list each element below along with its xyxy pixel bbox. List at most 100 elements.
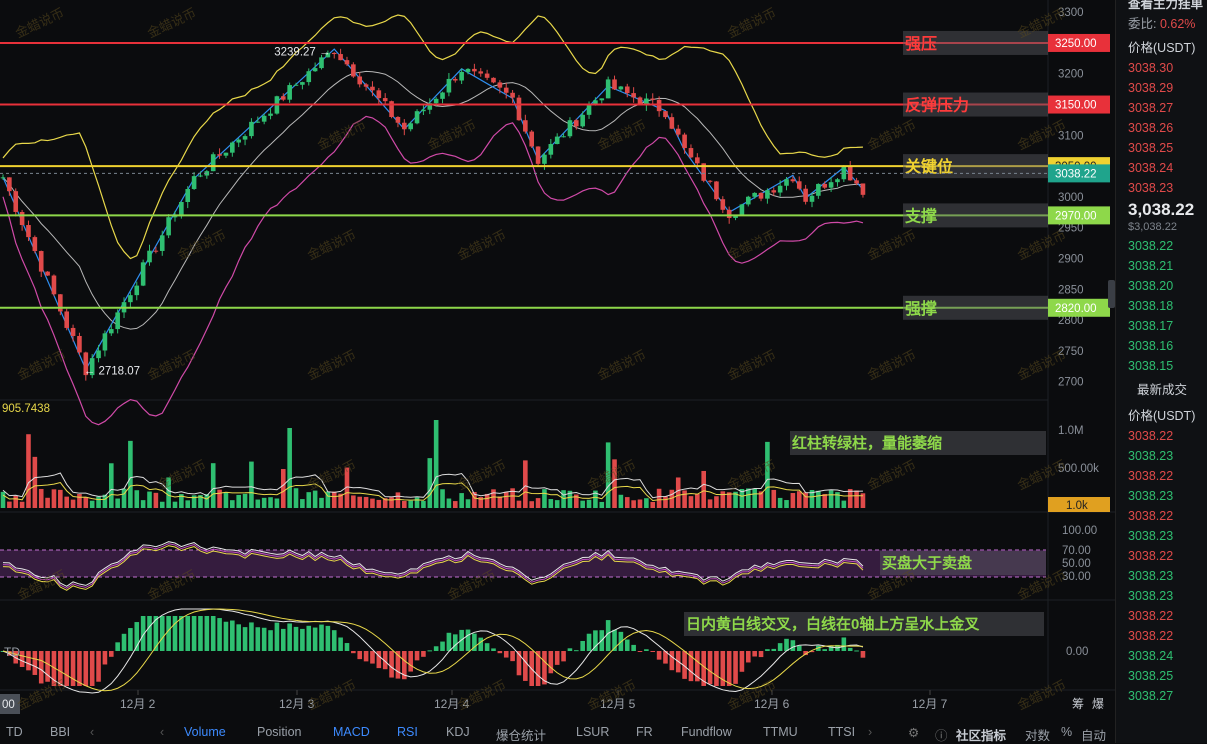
candle-body [427, 103, 433, 110]
volume-bar [325, 491, 331, 508]
volume-bar [688, 496, 694, 508]
candle-body [567, 120, 573, 137]
candle-body [153, 250, 159, 252]
chevron-right-icon[interactable]: › [868, 725, 873, 739]
candle-body [382, 98, 388, 102]
volume-bar [7, 501, 12, 508]
toolbar-item-position[interactable]: Position [257, 725, 302, 739]
candle-body [688, 148, 694, 158]
volume-bar [249, 461, 254, 508]
side-scroll-handle [1108, 280, 1115, 308]
candle-body [618, 86, 624, 90]
price-tick-label: 2700 [1058, 377, 1084, 389]
watermark-text: 金蜡说币 [455, 677, 508, 713]
macd-bar [695, 651, 700, 682]
macd-bar [344, 643, 350, 651]
toolbar-item-macd[interactable]: MACD [333, 725, 370, 739]
time-label: 12月 3 [279, 697, 315, 711]
watermark-text: 金蜡说币 [305, 227, 358, 263]
macd-bar [70, 651, 76, 686]
toolbar-item-kdj[interactable]: KDJ [446, 725, 470, 739]
watermark-text: 金蜡说币 [725, 347, 778, 383]
price-chart[interactable]: 3300325032003150310030503000295029002850… [0, 0, 1115, 723]
candle-body [682, 134, 687, 149]
macd-bar [593, 630, 598, 651]
volume-bar [77, 493, 82, 508]
macd-bar [300, 628, 305, 651]
volume-bar [13, 495, 19, 508]
asks-list: 3038.30 3038.29 3038.27 3038.26 3038.25 3038.… [1116, 58, 1207, 198]
volume-bar [828, 490, 834, 508]
toolbar-item-liquidation[interactable]: 爆仓统计 [496, 729, 547, 743]
macd-bar [497, 651, 503, 654]
macd-bar [822, 649, 828, 651]
candle-body [140, 262, 146, 286]
candle-body [771, 190, 777, 193]
candle-body [707, 180, 713, 182]
macd-bar [465, 629, 471, 651]
volume-bar [26, 434, 31, 508]
candle-body [548, 144, 554, 155]
macd-bar [777, 643, 783, 651]
trade-row: 3038.23 [1128, 489, 1174, 503]
volume-bar [217, 489, 222, 508]
toolbar-item-volume[interactable]: Volume [184, 725, 226, 739]
macd-bar [96, 651, 101, 682]
macd-bar [796, 645, 802, 651]
candle-body [96, 350, 101, 359]
macd-bar [841, 637, 847, 651]
watermark-text: 金蜡说币 [305, 677, 358, 713]
toolbar-percent[interactable]: % [1061, 725, 1073, 739]
toolbar-item-bbi[interactable]: BBI [50, 725, 71, 739]
volume-bar [440, 489, 445, 508]
candle-body [293, 84, 299, 86]
volume-bar [784, 500, 789, 508]
volume-bar [19, 501, 25, 508]
time-label: 12月 6 [754, 697, 790, 711]
candle-body [605, 79, 611, 99]
volume-bar [83, 497, 89, 508]
volume-bar [376, 499, 382, 508]
candle-body [179, 201, 184, 217]
info-icon[interactable]: ⓘ [935, 729, 948, 743]
level-price-label: 2820.00 [1055, 303, 1097, 315]
toolbar-item-fr[interactable]: FR [636, 725, 653, 739]
toolbar-item-fundflow[interactable]: Fundflow [681, 725, 732, 739]
candle-body [720, 199, 726, 210]
level-note-bg [903, 295, 1048, 320]
toolbar-community-indicators[interactable]: 社区指标 [956, 729, 1007, 743]
trades-list: 3038.22 3038.23 3038.22 3038.23 3038.22 3038.… [1116, 426, 1207, 706]
level-note-bg [903, 203, 1048, 228]
volume-bar [402, 501, 407, 508]
chevron-left-icon-2[interactable]: ‹ [160, 725, 165, 739]
candle-body [478, 71, 484, 74]
macd-bar [688, 651, 694, 682]
toolbar-item-lsur[interactable]: LSUR [576, 725, 610, 739]
level-note-bg [903, 30, 1048, 55]
candle-body [249, 121, 254, 137]
toolbar-log[interactable]: 对数 [1025, 729, 1051, 743]
chevron-left-icon[interactable]: ‹ [90, 725, 95, 739]
td-label[interactable]: TD [6, 725, 23, 739]
candle-body [777, 185, 783, 193]
community-settings-icon[interactable]: ⚙ [908, 726, 920, 740]
volume-bar [777, 497, 783, 508]
toolbar-item-rsi[interactable]: RSI [397, 725, 418, 739]
toolbar-item-ttsi[interactable]: TTSI [828, 725, 856, 739]
toolbar-auto[interactable]: 自动 [1081, 729, 1107, 743]
volume-bar [542, 489, 547, 508]
main-orders-link[interactable]: 查看主力挂单 [1128, 0, 1204, 11]
macd-bar [586, 633, 592, 651]
volume-bar [414, 497, 420, 508]
toolbar-item-ttmu[interactable]: TTMU [763, 725, 798, 739]
candle-body [841, 165, 847, 180]
watermark-text: 金蜡说币 [865, 227, 918, 263]
td-marker: TD [4, 645, 20, 659]
volume-bar [274, 498, 280, 508]
macd-bar [268, 630, 273, 651]
rsi-line-white [2, 541, 864, 587]
candle-body [0, 177, 6, 179]
volume-bar [64, 496, 69, 508]
candle-body [446, 78, 452, 93]
macd-bar [446, 632, 452, 651]
